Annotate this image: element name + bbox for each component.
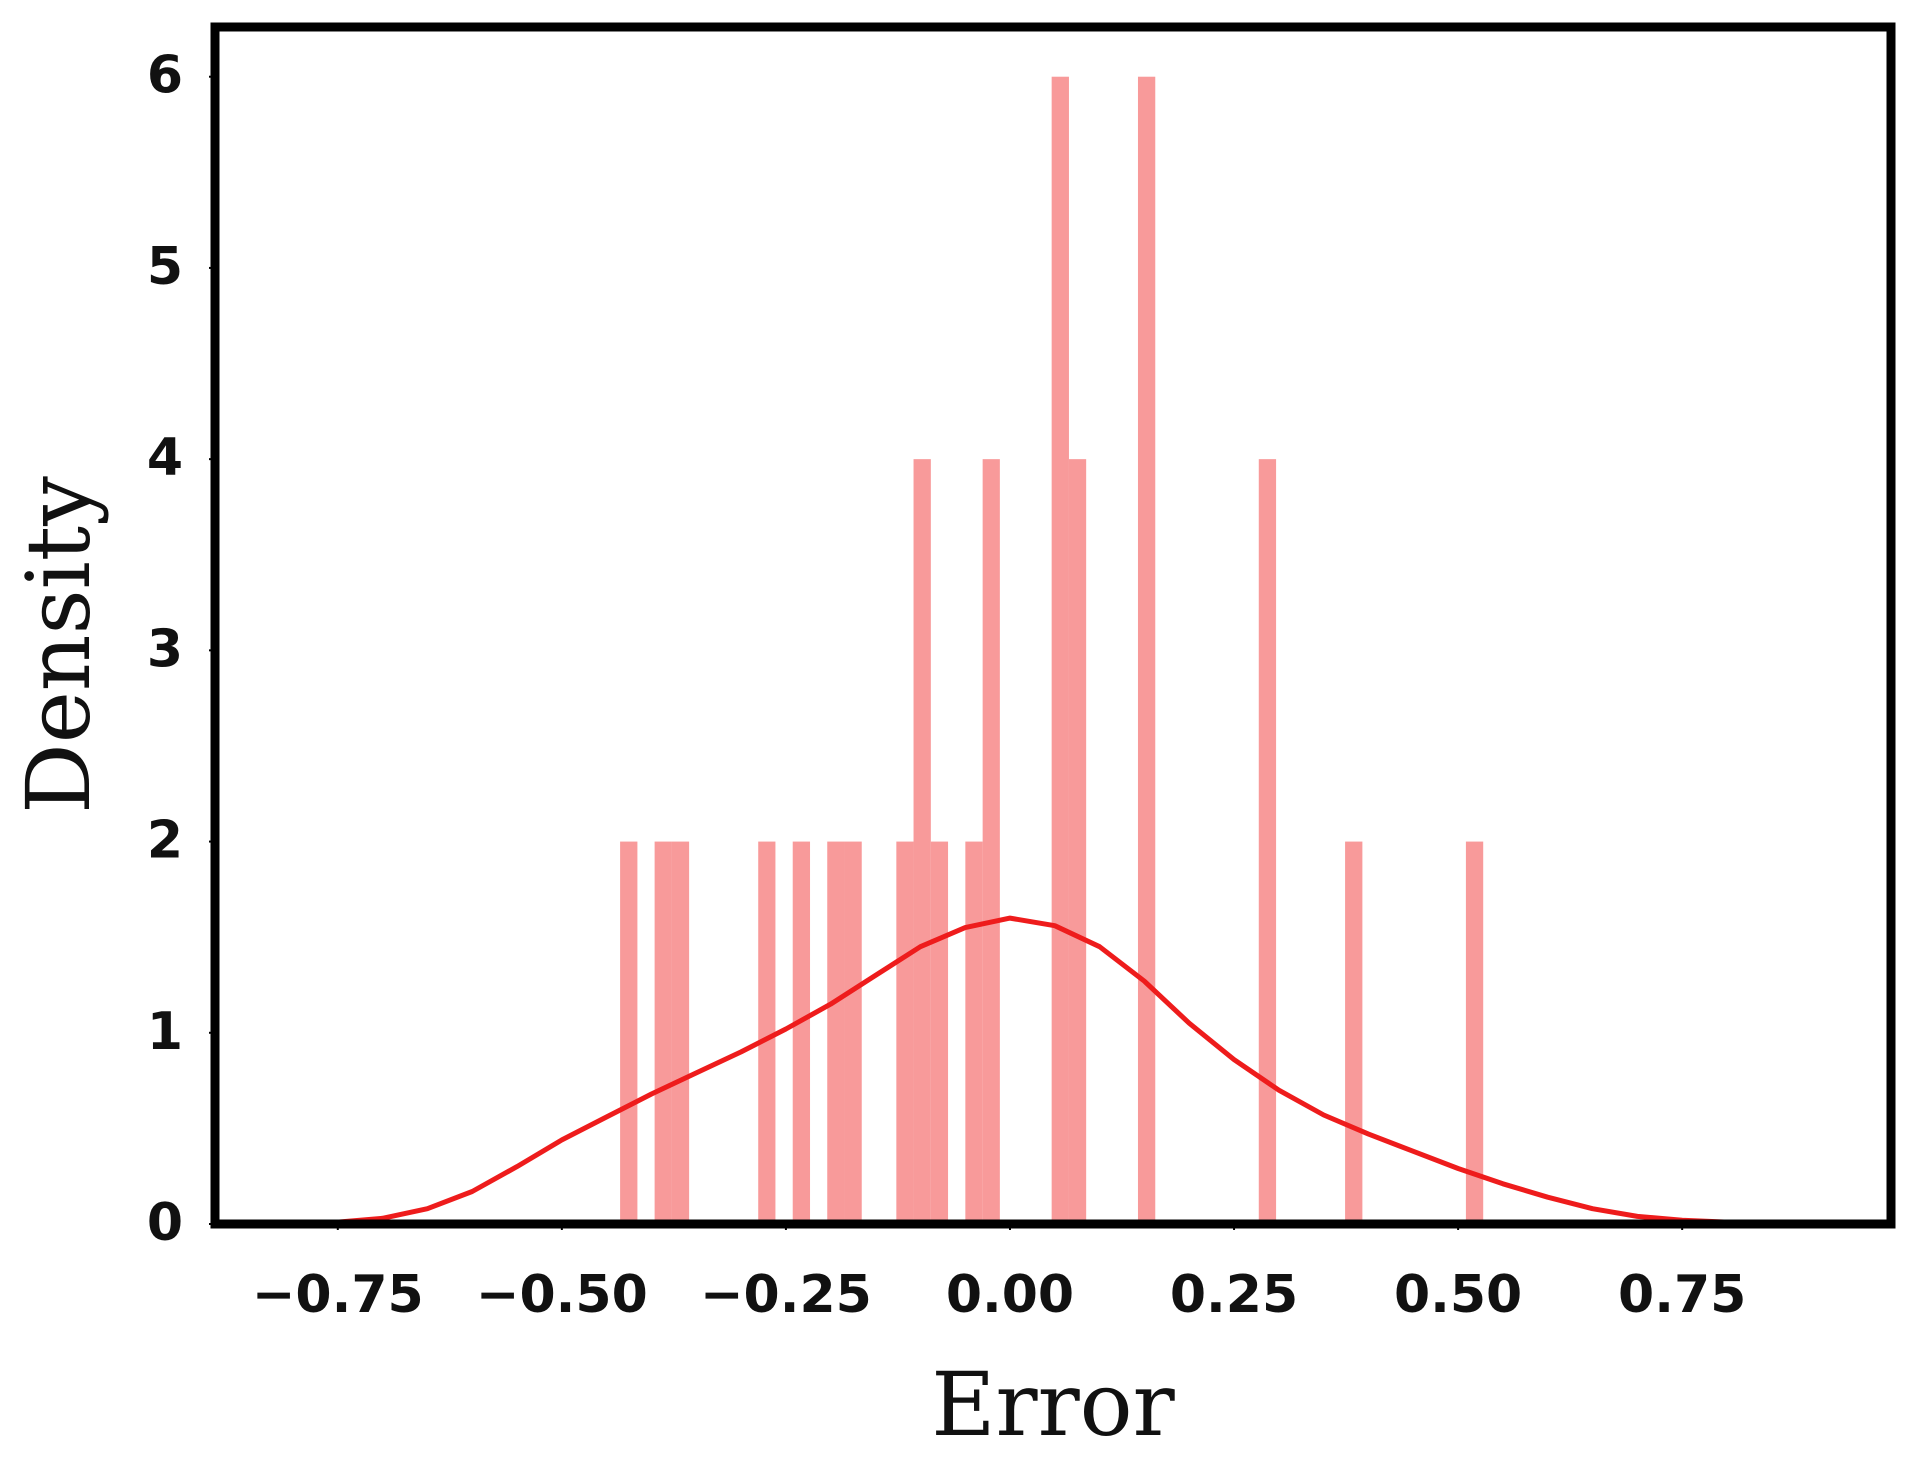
bar [758, 841, 776, 1224]
bar [1137, 76, 1156, 1224]
bar [982, 459, 1000, 1224]
y-tick-label: 1 [147, 1002, 183, 1062]
bar [671, 841, 690, 1224]
bar [654, 841, 672, 1224]
y-tick-label: 4 [147, 428, 183, 488]
bar [913, 459, 931, 1224]
x-tick-label: −0.50 [476, 1265, 648, 1325]
bar [930, 841, 949, 1224]
bar [1068, 459, 1087, 1224]
bar [1345, 841, 1363, 1224]
bar [792, 841, 811, 1224]
bar [1258, 459, 1277, 1224]
y-tick-label: 3 [147, 619, 183, 679]
bar [965, 841, 983, 1224]
x-axis-label: Error [931, 1353, 1175, 1456]
bar [1465, 841, 1484, 1224]
y-tick-label: 6 [147, 46, 183, 106]
bar [1051, 76, 1069, 1224]
y-tick-label: 0 [147, 1193, 183, 1253]
y-tick-label: 2 [147, 811, 183, 871]
x-tick-label: −0.75 [252, 1265, 424, 1325]
bar [620, 841, 638, 1224]
y-axis-label: Density [7, 476, 110, 814]
bar [827, 841, 845, 1224]
kde-line [292, 915, 1772, 1227]
plot-frame [210, 22, 1896, 1229]
bar [896, 841, 914, 1224]
bar [844, 841, 862, 1224]
x-tick-label: 0.50 [1394, 1265, 1522, 1325]
x-tick-label: −0.25 [700, 1265, 872, 1325]
x-tick-label: 0.00 [946, 1265, 1074, 1325]
x-tick-label: 0.75 [1618, 1265, 1746, 1325]
y-tick-label: 5 [147, 237, 183, 297]
x-tick-label: 0.25 [1170, 1265, 1298, 1325]
